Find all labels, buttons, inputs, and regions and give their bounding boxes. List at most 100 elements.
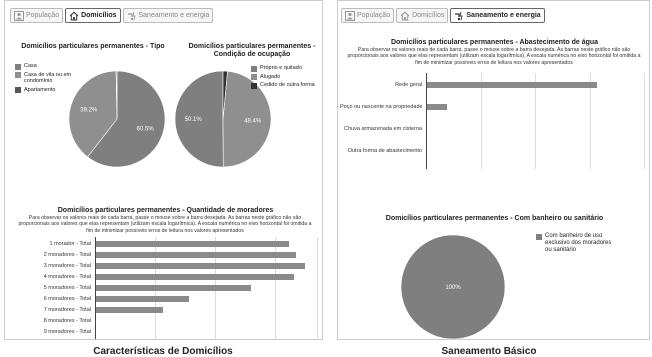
legend-swatch — [536, 233, 542, 240]
legend-label: Casa de vila ou em condomínio — [24, 71, 72, 85]
bar[interactable] — [96, 296, 190, 302]
bar[interactable] — [96, 263, 305, 269]
slice-label: 50.1% — [185, 117, 203, 123]
category-label: 2 moradores - Total — [43, 252, 91, 258]
pie-chart-tipo[interactable]: 60.5% 39.2% — [67, 69, 167, 169]
tab-bar: População Domicílios Saneamento e energi… — [10, 8, 214, 23]
gridline — [317, 237, 318, 339]
legend-swatch — [251, 74, 257, 80]
population-icon — [14, 10, 24, 21]
gridline — [480, 73, 482, 169]
pie-slice[interactable] — [174, 70, 224, 168]
left-panel: População Domicílios Saneamento e energi… — [4, 0, 323, 340]
category-label: 7 moradores - Total — [43, 307, 91, 313]
chart-title-ocupacao: Domicílios particulares permanentes - Co… — [188, 43, 316, 58]
chart-note: Para observar os valores reais de cada b… — [18, 215, 312, 234]
tab-saneamento[interactable]: Saneamento e energia — [450, 8, 545, 23]
legend-ocupacao: Próprio e quitado Alugado Cedido de outr… — [251, 65, 317, 91]
chart-title-moradores: Domicílios particulares permanentes - Qu… — [57, 207, 274, 214]
legend-item[interactable]: Alugado — [251, 73, 317, 80]
chart-note: Para observar os valores reais de cada b… — [347, 47, 641, 66]
category-label: 6 moradores - Total — [43, 296, 91, 302]
bar[interactable] — [96, 274, 294, 280]
house-icon — [69, 11, 79, 20]
category-label: 4 moradores - Total — [43, 274, 91, 280]
pie-slice[interactable] — [87, 70, 166, 168]
legend-label: Casa — [24, 63, 37, 69]
legend-label: Alugado — [260, 73, 281, 80]
pie-slice[interactable] — [222, 70, 228, 120]
legend-swatch — [251, 65, 257, 72]
slice-label: 100% — [445, 285, 461, 291]
legend-label: Cedido de outra forma — [260, 82, 315, 88]
tab-label: População — [357, 12, 391, 19]
tab-label: Saneamento e energia — [138, 12, 210, 19]
category-label: 3 moradores - Total — [43, 263, 91, 269]
legend-swatch — [251, 82, 257, 89]
category-label: Outra forma de abastecimento — [347, 148, 422, 154]
legend-item[interactable]: Casa de vila ou em condomínio — [15, 72, 75, 85]
slice-label: 39.2% — [80, 108, 98, 114]
house-icon — [400, 11, 410, 20]
tab-label: Domicílios — [81, 12, 117, 19]
gridline — [644, 73, 645, 169]
legend-swatch — [15, 87, 21, 93]
category-label: 5 moradores - Total — [43, 285, 91, 291]
legend-item[interactable]: Cedido de outra forma — [251, 82, 317, 89]
bar-chart-moradores: 1 morador - Total 2 moradores - Total 3 mo… — [9, 237, 319, 339]
pie-chart-banheiro[interactable]: 100% — [400, 234, 510, 340]
pie-chart-ocupacao[interactable]: 50.1% 48.4% — [173, 69, 273, 169]
gridline — [535, 73, 536, 169]
bar[interactable] — [96, 241, 290, 247]
tab-domicilios[interactable]: Domicílios — [65, 8, 121, 23]
sanitation-icon — [455, 11, 463, 20]
legend-item[interactable]: Apartamento — [15, 86, 75, 93]
category-label: 8 moradores - Total — [43, 318, 91, 324]
tab-populacao[interactable]: População — [10, 8, 64, 23]
category-label: 1 morador - Total — [49, 241, 91, 247]
caption-right: Saneamento Básico — [441, 346, 537, 357]
tab-label: Domicílios — [412, 12, 445, 19]
legend-swatch — [15, 72, 21, 78]
legend-banheiro: Com banheiro de uso exclusivo dos morado… — [536, 233, 616, 256]
pie-slice[interactable] — [68, 70, 118, 158]
category-label: 9 moradores - Total — [43, 329, 91, 335]
chart-title-tipo: Domicílios particulares permanentes - Ti… — [21, 43, 165, 50]
sanitation-icon — [127, 11, 136, 20]
pie-slice[interactable] — [115, 70, 118, 120]
tab-populacao[interactable]: População — [341, 8, 395, 23]
bar[interactable] — [96, 307, 163, 313]
caption-left: Características de Domicílios — [93, 346, 233, 357]
right-panel: População Domicílios Saneamento e energi… — [337, 0, 650, 340]
tab-saneamento[interactable]: Saneamento e energia — [122, 8, 214, 23]
legend-label: Apartamento — [24, 86, 56, 93]
chart-title-agua: Domicílios particulares permanentes - Ab… — [390, 39, 599, 46]
bar[interactable] — [96, 285, 252, 291]
slice-label: 48.4% — [244, 118, 262, 124]
legend-item[interactable]: Com banheiro de uso exclusivo dos morado… — [536, 233, 616, 254]
population-icon — [345, 10, 355, 21]
tab-bar: População Domicílios Saneamento e energi… — [341, 8, 545, 23]
axis-line — [426, 73, 427, 169]
legend-tipo: Casa Casa de vila ou em condomínio Apart… — [15, 63, 75, 95]
slice-label: 60.5% — [137, 127, 155, 133]
bar-chart-agua: Rede geral Poço ou nascente na propriedad… — [340, 73, 646, 169]
category-label: Rede geral — [395, 82, 422, 88]
bar[interactable] — [96, 252, 296, 258]
bar[interactable] — [427, 104, 447, 110]
category-label: Poço ou nascente na propriedade — [340, 104, 423, 110]
legend-swatch — [15, 63, 21, 70]
legend-item[interactable]: Próprio e quitado — [251, 65, 317, 72]
legend-item[interactable]: Casa — [15, 63, 75, 70]
legend-label: Com banheiro de uso exclusivo dos morado… — [545, 233, 612, 253]
gridline — [274, 237, 276, 339]
category-label: Chuva armazenada em cisterna — [344, 126, 422, 132]
tab-label: População — [26, 12, 60, 19]
pie-slice[interactable] — [222, 70, 272, 168]
bar[interactable] — [427, 82, 598, 88]
pie-slice[interactable] — [400, 234, 506, 340]
tab-domicilios[interactable]: Domicílios — [396, 8, 449, 23]
axis-line — [95, 237, 96, 339]
legend-label: Próprio e quitado — [260, 65, 302, 71]
chart-title-banheiro: Domicílios particulares permanentes - Co… — [385, 215, 604, 222]
